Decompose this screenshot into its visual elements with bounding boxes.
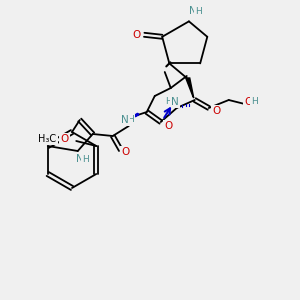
- Text: H: H: [196, 7, 202, 16]
- Text: H: H: [82, 154, 89, 164]
- Text: O: O: [213, 106, 221, 116]
- Text: O: O: [244, 97, 253, 107]
- Polygon shape: [186, 78, 194, 98]
- Text: O: O: [132, 30, 140, 40]
- Text: O: O: [165, 121, 173, 131]
- Text: H: H: [251, 98, 258, 106]
- Text: N: N: [76, 154, 84, 164]
- Text: O: O: [122, 147, 130, 157]
- Text: N: N: [121, 115, 129, 125]
- Text: H₃C: H₃C: [38, 134, 56, 144]
- Text: N: N: [189, 6, 197, 16]
- Text: H: H: [165, 98, 172, 106]
- Text: O: O: [60, 134, 68, 144]
- Text: H: H: [128, 116, 134, 124]
- Text: N: N: [171, 97, 178, 107]
